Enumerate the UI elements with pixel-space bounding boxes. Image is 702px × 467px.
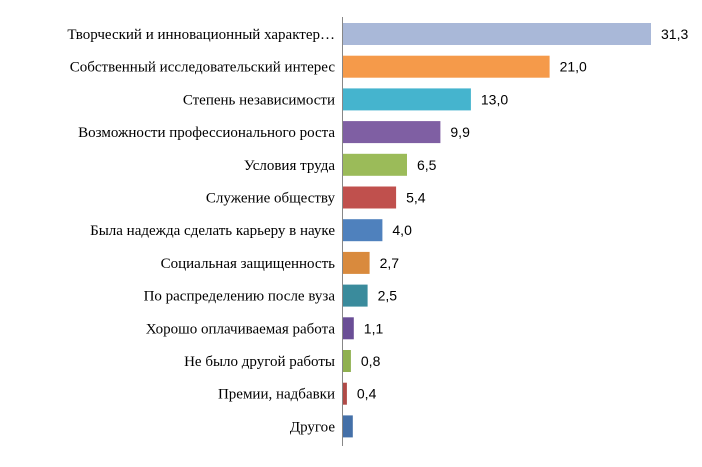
bar-4 bbox=[343, 121, 441, 144]
value-label-11: 0,8 bbox=[361, 353, 381, 369]
bar-1 bbox=[343, 23, 651, 45]
category-label-6: Служение обществу bbox=[206, 191, 336, 207]
category-label-13: Другое bbox=[290, 419, 335, 435]
value-label-5: 6,5 bbox=[417, 157, 437, 173]
bar-9 bbox=[343, 284, 368, 307]
value-label-6: 5,4 bbox=[406, 190, 426, 206]
value-label-10: 1,1 bbox=[364, 320, 384, 336]
category-label-7: Была надежда сделать карьеру в науке bbox=[90, 223, 335, 239]
value-label-2: 21,0 bbox=[560, 59, 587, 75]
bar-12 bbox=[343, 382, 347, 405]
bar-8 bbox=[343, 251, 370, 274]
category-label-12: Премии, надбавки bbox=[218, 387, 335, 403]
bar-13 bbox=[343, 415, 353, 438]
value-label-1: 31,3 bbox=[661, 26, 688, 42]
value-label-7: 4,0 bbox=[392, 222, 412, 238]
bar-10 bbox=[343, 317, 354, 340]
category-label-3: Степень независимости bbox=[183, 92, 335, 108]
category-label-4: Возможности профессионального роста bbox=[78, 125, 335, 141]
category-label-1: Творческий и инновационный характер… bbox=[67, 27, 335, 43]
category-label-8: Социальная защищенность bbox=[161, 256, 336, 272]
bar-6 bbox=[343, 186, 397, 209]
bar-2 bbox=[343, 55, 550, 78]
bar-3 bbox=[343, 88, 471, 111]
category-label-9: По распределению после вуза bbox=[144, 289, 336, 305]
value-label-12: 0,4 bbox=[357, 386, 377, 402]
value-label-8: 2,7 bbox=[380, 255, 400, 271]
bar-11 bbox=[343, 350, 351, 372]
value-label-4: 9,9 bbox=[450, 124, 470, 140]
category-label-10: Хорошо оплачиваемая работа bbox=[146, 321, 336, 337]
category-label-2: Собственный исследовательский интерес bbox=[70, 60, 336, 76]
category-label-5: Условия труда bbox=[244, 158, 335, 174]
value-label-3: 13,0 bbox=[481, 91, 508, 107]
bar-7 bbox=[343, 219, 383, 242]
bar-5 bbox=[343, 153, 407, 176]
value-label-9: 2,5 bbox=[378, 288, 398, 304]
category-label-11: Не было другой работы bbox=[184, 354, 335, 370]
